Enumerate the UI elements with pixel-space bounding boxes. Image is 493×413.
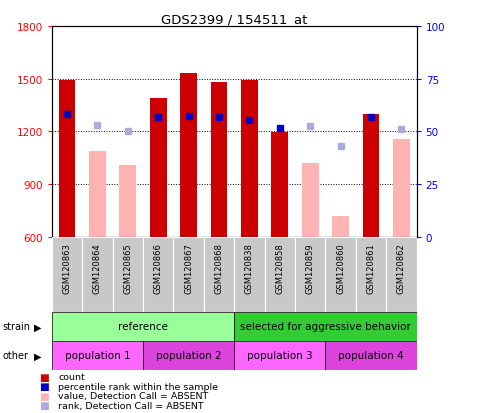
Text: GSM120838: GSM120838 <box>245 243 254 293</box>
Bar <box>52 342 143 370</box>
Text: population 1: population 1 <box>65 351 130 361</box>
Text: reference: reference <box>118 322 168 332</box>
Bar <box>241 81 258 237</box>
Bar <box>112 237 143 312</box>
Bar <box>234 237 265 312</box>
Text: GSM120868: GSM120868 <box>214 243 223 293</box>
Bar <box>211 83 227 237</box>
Text: GSM120859: GSM120859 <box>306 243 315 293</box>
Text: population 3: population 3 <box>247 351 313 361</box>
Bar <box>204 237 234 312</box>
Text: GSM120866: GSM120866 <box>154 243 163 293</box>
Bar <box>52 313 234 341</box>
Text: selected for aggressive behavior: selected for aggressive behavior <box>240 322 411 332</box>
Text: population 4: population 4 <box>338 351 404 361</box>
Bar <box>325 237 356 312</box>
Text: population 2: population 2 <box>156 351 221 361</box>
Bar <box>325 342 417 370</box>
Bar <box>234 342 325 370</box>
Bar <box>302 164 318 237</box>
Text: strain: strain <box>2 322 31 332</box>
Bar <box>363 114 379 237</box>
Bar <box>356 237 386 312</box>
Text: ▶: ▶ <box>34 351 41 361</box>
Bar <box>332 216 349 237</box>
Bar <box>150 99 167 237</box>
Bar <box>82 237 112 312</box>
Bar <box>143 342 234 370</box>
Text: GSM120864: GSM120864 <box>93 243 102 293</box>
Bar <box>393 139 410 237</box>
Bar <box>386 237 417 312</box>
Text: GSM120865: GSM120865 <box>123 243 132 293</box>
Text: ▶: ▶ <box>34 322 41 332</box>
Text: GSM120860: GSM120860 <box>336 243 345 293</box>
Bar <box>119 166 136 237</box>
Bar <box>295 237 325 312</box>
Bar <box>180 74 197 237</box>
Text: percentile rank within the sample: percentile rank within the sample <box>58 382 218 391</box>
Text: ■: ■ <box>39 381 49 391</box>
Bar <box>89 152 106 237</box>
Bar <box>143 237 174 312</box>
Bar <box>272 133 288 237</box>
Title: GDS2399 / 154511_at: GDS2399 / 154511_at <box>161 13 307 26</box>
Text: ■: ■ <box>39 372 49 382</box>
Text: GSM120861: GSM120861 <box>366 243 376 293</box>
Text: value, Detection Call = ABSENT: value, Detection Call = ABSENT <box>58 391 209 400</box>
Text: GSM120867: GSM120867 <box>184 243 193 293</box>
Bar <box>52 237 82 312</box>
Text: ■: ■ <box>39 400 49 410</box>
Text: GSM120863: GSM120863 <box>63 243 71 293</box>
Bar <box>265 237 295 312</box>
Text: ■: ■ <box>39 391 49 401</box>
Bar <box>234 313 417 341</box>
Bar <box>174 237 204 312</box>
Text: GSM120858: GSM120858 <box>275 243 284 293</box>
Text: GSM120862: GSM120862 <box>397 243 406 293</box>
Text: count: count <box>58 372 85 381</box>
Text: rank, Detection Call = ABSENT: rank, Detection Call = ABSENT <box>58 401 204 410</box>
Bar <box>59 81 75 237</box>
Text: other: other <box>2 351 29 361</box>
